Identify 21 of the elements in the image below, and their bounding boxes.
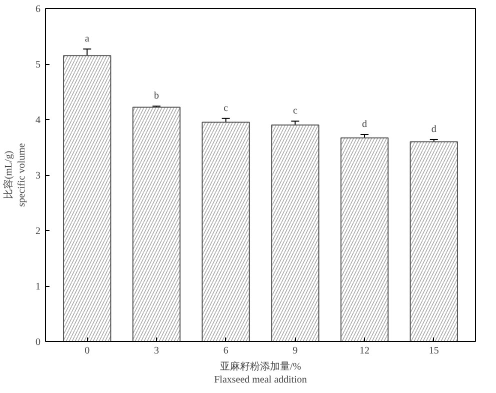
y-tick-label: 5	[36, 60, 40, 70]
annotation: d	[431, 124, 436, 136]
annotation: d	[362, 119, 368, 130]
y-tick-label: 0	[36, 337, 40, 348]
x-tick-label: 12	[360, 346, 370, 356]
y-tick-label: 4	[36, 115, 40, 126]
annotation: c	[224, 102, 229, 114]
y-tick-label: 1	[36, 282, 40, 292]
x-tick-label: 15	[428, 346, 439, 356]
annotation: b	[154, 90, 159, 102]
annotation: a	[84, 34, 90, 45]
y-axis-title: 比容(mL/g) specific volume	[2, 142, 28, 207]
y-tick-label: 3	[36, 170, 40, 182]
annotation: c	[292, 106, 298, 117]
y-tick-label: 2	[36, 226, 40, 237]
x-tick-label: 6	[223, 346, 228, 356]
x-axis-title: 亚麻籽粉添加量/% Flaxseed meal addition	[214, 360, 307, 386]
y-tick-label: 6	[36, 4, 40, 15]
x-tick-label: 3	[154, 346, 159, 356]
x-tick-label: 9	[292, 346, 298, 356]
x-tick-label: 0	[84, 346, 90, 356]
